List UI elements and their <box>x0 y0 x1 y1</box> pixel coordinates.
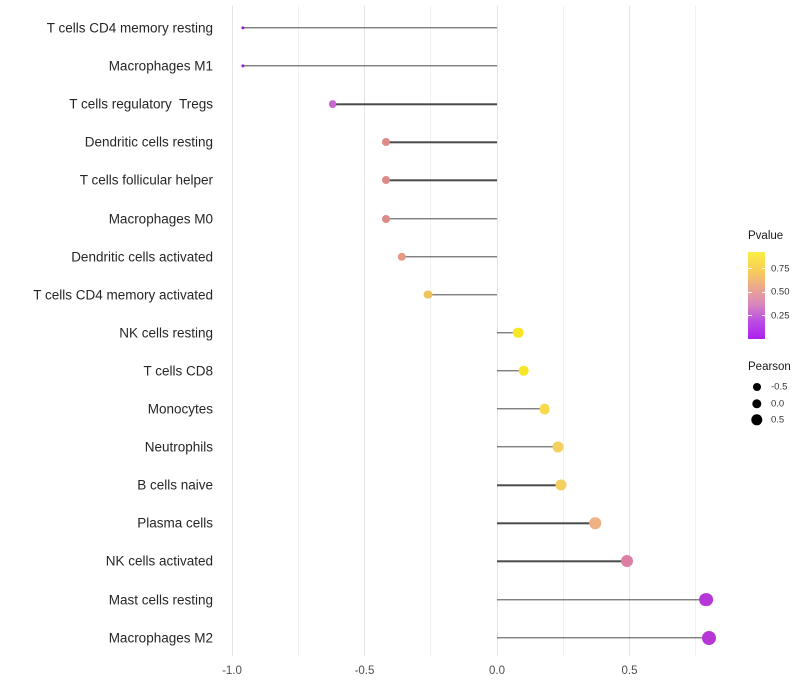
stem <box>497 408 545 410</box>
row-label: Plasma cells <box>137 515 213 531</box>
row-label: Neutrophils <box>144 439 213 455</box>
legend-pvalue: Pvalue <box>747 230 800 345</box>
gridline-major <box>496 6 498 656</box>
stem <box>497 636 709 639</box>
gridline-minor <box>562 6 564 656</box>
stem <box>385 141 497 143</box>
stem <box>332 103 497 105</box>
stem <box>385 217 497 220</box>
gridline-minor <box>430 6 432 656</box>
gridline-major <box>231 6 233 656</box>
row-label: T cells regulatory Tregs <box>69 96 213 112</box>
data-point-dot <box>241 64 245 68</box>
data-point-dot <box>381 176 390 185</box>
row-label: NK cells resting <box>119 325 213 341</box>
pearson-legend-label: 0.5 <box>771 414 785 426</box>
stem <box>242 65 497 67</box>
pvalue-bar-tick <box>748 315 752 317</box>
data-point-dot <box>381 214 390 223</box>
data-point-dot <box>397 252 406 261</box>
row-label: Dendritic cells resting <box>84 134 213 150</box>
pvalue-bar-tick <box>761 291 765 293</box>
stem <box>497 598 707 601</box>
stem <box>497 522 596 524</box>
legend-pearson: Pearson <box>747 361 800 436</box>
data-point-dot <box>241 26 245 30</box>
legend-pearson-title: Pearson <box>748 361 791 373</box>
pearson-legend-label: 0.0 <box>771 398 785 409</box>
stem <box>497 560 627 563</box>
row-label: NK cells activated <box>105 553 213 569</box>
stem <box>428 293 497 296</box>
stem <box>385 179 497 182</box>
pvalue-legend-label: 0.50 <box>771 286 790 298</box>
gridline-major <box>629 6 630 656</box>
data-point-dot <box>423 290 433 300</box>
stem <box>497 332 519 334</box>
stem <box>497 446 558 448</box>
pvalue-bar-tick <box>761 315 765 317</box>
row-label: Monocytes <box>147 401 213 417</box>
data-point-dot <box>381 138 390 147</box>
stem <box>401 255 497 258</box>
data-point-dot <box>539 403 551 415</box>
stem <box>497 484 561 486</box>
pvalue-gradient-bar <box>748 252 765 339</box>
gridline-major <box>364 6 365 656</box>
data-point-dot <box>702 630 716 645</box>
pearson-legend-dot <box>752 398 762 409</box>
data-point-dot <box>328 100 337 109</box>
row-label: Macrophages M2 <box>108 630 213 646</box>
x-tick-label: 0.5 <box>621 665 638 677</box>
row-label: T cells CD8 <box>143 363 213 379</box>
gridline-minor <box>297 6 299 656</box>
row-label: Macrophages M1 <box>108 58 213 74</box>
x-tick-label: -1.0 <box>222 665 242 677</box>
pvalue-bar-tick <box>748 291 752 293</box>
data-point-dot <box>552 441 564 453</box>
legend-pvalue-title: Pvalue <box>748 230 784 242</box>
pvalue-legend-label: 0.75 <box>771 263 790 275</box>
row-label: Macrophages M0 <box>108 211 213 226</box>
data-point-dot <box>620 555 633 568</box>
stem <box>497 370 524 372</box>
pvalue-legend-label: 0.25 <box>771 310 790 322</box>
pvalue-bar-tick <box>761 268 765 270</box>
row-label: Dendritic cells activated <box>71 249 213 265</box>
data-point-dot <box>589 517 601 530</box>
x-tick-label: -0.5 <box>354 665 375 677</box>
data-point-dot <box>555 479 567 491</box>
pvalue-bar-tick <box>748 268 752 270</box>
row-label: T cells follicular helper <box>79 172 213 188</box>
stem <box>242 27 497 29</box>
row-label: T cells CD4 memory resting <box>46 20 213 36</box>
pearson-legend-dot <box>751 414 763 426</box>
data-point-dot <box>518 365 529 377</box>
pearson-legend-label: -0.5 <box>771 381 788 393</box>
gridline-minor <box>695 6 697 656</box>
data-point-dot <box>512 327 524 339</box>
row-label: T cells CD4 memory activated <box>33 287 213 303</box>
pearson-legend-dot <box>753 383 761 391</box>
x-tick-label: 0.0 <box>489 665 505 677</box>
data-point-dot <box>699 592 714 607</box>
row-label: Mast cells resting <box>108 592 213 607</box>
row-label: B cells naive <box>137 477 213 493</box>
